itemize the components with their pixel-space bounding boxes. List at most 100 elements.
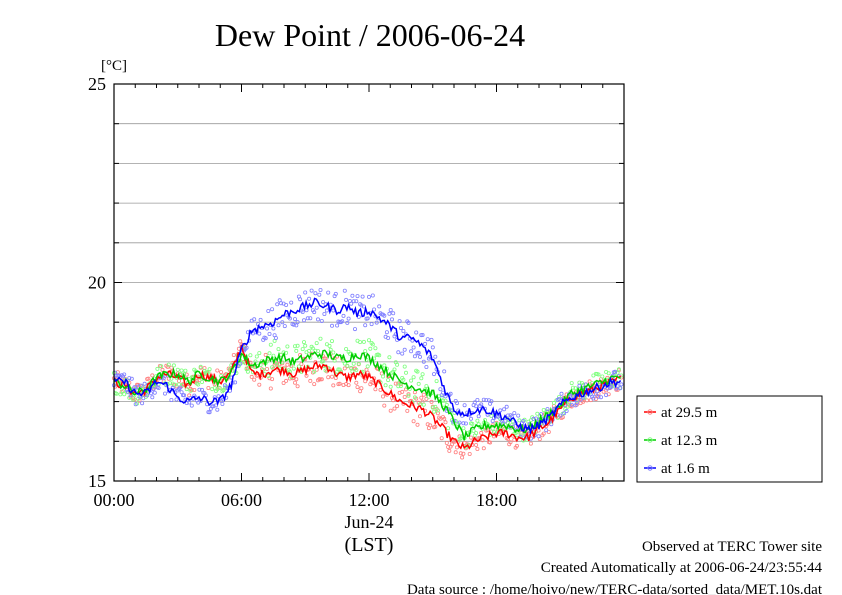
raw-sample-point	[475, 397, 480, 402]
raw-sample-point	[233, 380, 238, 385]
raw-sample-point	[393, 381, 398, 386]
raw-sample-point	[392, 367, 397, 372]
raw-sample-point	[389, 317, 394, 322]
raw-sample-point	[349, 365, 354, 370]
raw-sample-point	[298, 297, 303, 302]
raw-sample-point	[192, 387, 197, 392]
raw-sample-point	[270, 377, 275, 382]
raw-sample-point	[428, 423, 433, 428]
raw-sample-point	[231, 352, 236, 357]
raw-sample-point	[285, 362, 290, 367]
raw-sample-point	[292, 317, 297, 322]
raw-sample-point	[329, 339, 334, 344]
raw-sample-point	[435, 408, 440, 413]
raw-sample-point	[363, 323, 368, 328]
raw-sample-point	[133, 402, 138, 407]
raw-sample-point	[439, 395, 444, 400]
raw-sample-point	[411, 375, 416, 380]
raw-sample-point	[458, 451, 463, 456]
raw-sample-point	[421, 392, 426, 397]
raw-sample-point	[331, 383, 336, 388]
raw-sample-point	[481, 397, 486, 402]
legend-marker	[647, 409, 653, 415]
raw-sample-point	[169, 397, 174, 402]
raw-sample-point	[421, 402, 426, 407]
raw-sample-point	[420, 332, 425, 337]
raw-sample-point	[434, 379, 439, 384]
raw-sample-point	[183, 368, 188, 373]
raw-sample-point	[429, 337, 434, 342]
raw-sample-point	[442, 416, 447, 421]
raw-sample-point	[401, 328, 406, 333]
raw-sample-point	[475, 446, 480, 451]
raw-sample-point	[360, 294, 365, 299]
raw-sample-point	[395, 404, 400, 409]
raw-sample-point	[276, 347, 281, 352]
raw-sample-point	[319, 318, 324, 323]
raw-sample-point	[294, 377, 299, 382]
raw-sample-point	[605, 375, 610, 380]
raw-sample-point	[546, 429, 551, 434]
raw-sample-point	[369, 322, 374, 327]
raw-sample-point	[346, 383, 351, 388]
raw-sample-point	[278, 301, 283, 306]
raw-sample-point	[273, 335, 278, 340]
legend: at 29.5 m at 12.3 m at 1.6 m	[636, 395, 823, 483]
series-lines	[113, 297, 622, 450]
raw-sample-point	[446, 426, 451, 431]
raw-sample-point	[303, 343, 308, 348]
raw-sample-point	[558, 413, 563, 418]
raw-sample-point	[189, 403, 194, 408]
raw-sample-point	[140, 401, 145, 406]
raw-sample-point	[481, 446, 486, 451]
raw-sample-point	[409, 378, 414, 383]
raw-sample-point	[517, 418, 522, 423]
raw-sample-point	[411, 419, 416, 424]
raw-sample-point	[581, 399, 586, 404]
raw-sample-point	[166, 376, 171, 381]
raw-sample-point	[424, 396, 429, 401]
raw-sample-point	[307, 348, 312, 353]
raw-sample-point	[305, 316, 310, 321]
raw-sample-point	[368, 346, 373, 351]
raw-sample-point	[599, 395, 604, 400]
raw-sample-point	[468, 435, 473, 440]
raw-sample-point	[403, 370, 408, 375]
raw-sample-point	[412, 390, 417, 395]
raw-sample-point	[545, 407, 550, 412]
raw-sample-point	[145, 391, 150, 396]
raw-sample-point	[252, 317, 257, 322]
raw-sample-point	[488, 440, 493, 445]
raw-sample-point	[402, 394, 407, 399]
raw-sample-point	[564, 408, 569, 413]
raw-sample-point	[600, 374, 605, 379]
raw-sample-point	[470, 421, 475, 426]
raw-sample-point	[173, 382, 178, 387]
raw-sample-point	[490, 426, 495, 431]
raw-sample-point	[118, 392, 123, 397]
raw-sample-point	[303, 290, 308, 295]
raw-sample-point	[188, 388, 193, 393]
raw-sample-point	[308, 378, 313, 383]
raw-sample-point	[443, 420, 448, 425]
raw-sample-point	[460, 455, 465, 460]
raw-sample-point	[271, 326, 276, 331]
raw-sample-point	[268, 386, 273, 391]
raw-sample-point	[257, 331, 262, 336]
raw-sample-point	[349, 301, 354, 306]
raw-sample-point	[138, 383, 143, 388]
raw-sample-point	[300, 347, 305, 352]
raw-sample-point	[291, 366, 296, 371]
y-tick-label: 15	[88, 471, 106, 491]
raw-sample-point	[472, 400, 477, 405]
raw-sample-point	[380, 394, 385, 399]
raw-sample-point	[314, 367, 319, 372]
raw-sample-point	[132, 397, 137, 402]
raw-sample-point	[516, 413, 521, 418]
raw-sample-point	[217, 385, 222, 390]
x-tick-label: 00:00	[93, 490, 134, 510]
raw-sample-point	[386, 378, 391, 383]
raw-sample-point	[416, 381, 421, 386]
raw-sample-point	[491, 429, 496, 434]
raw-sample-point	[406, 392, 411, 397]
